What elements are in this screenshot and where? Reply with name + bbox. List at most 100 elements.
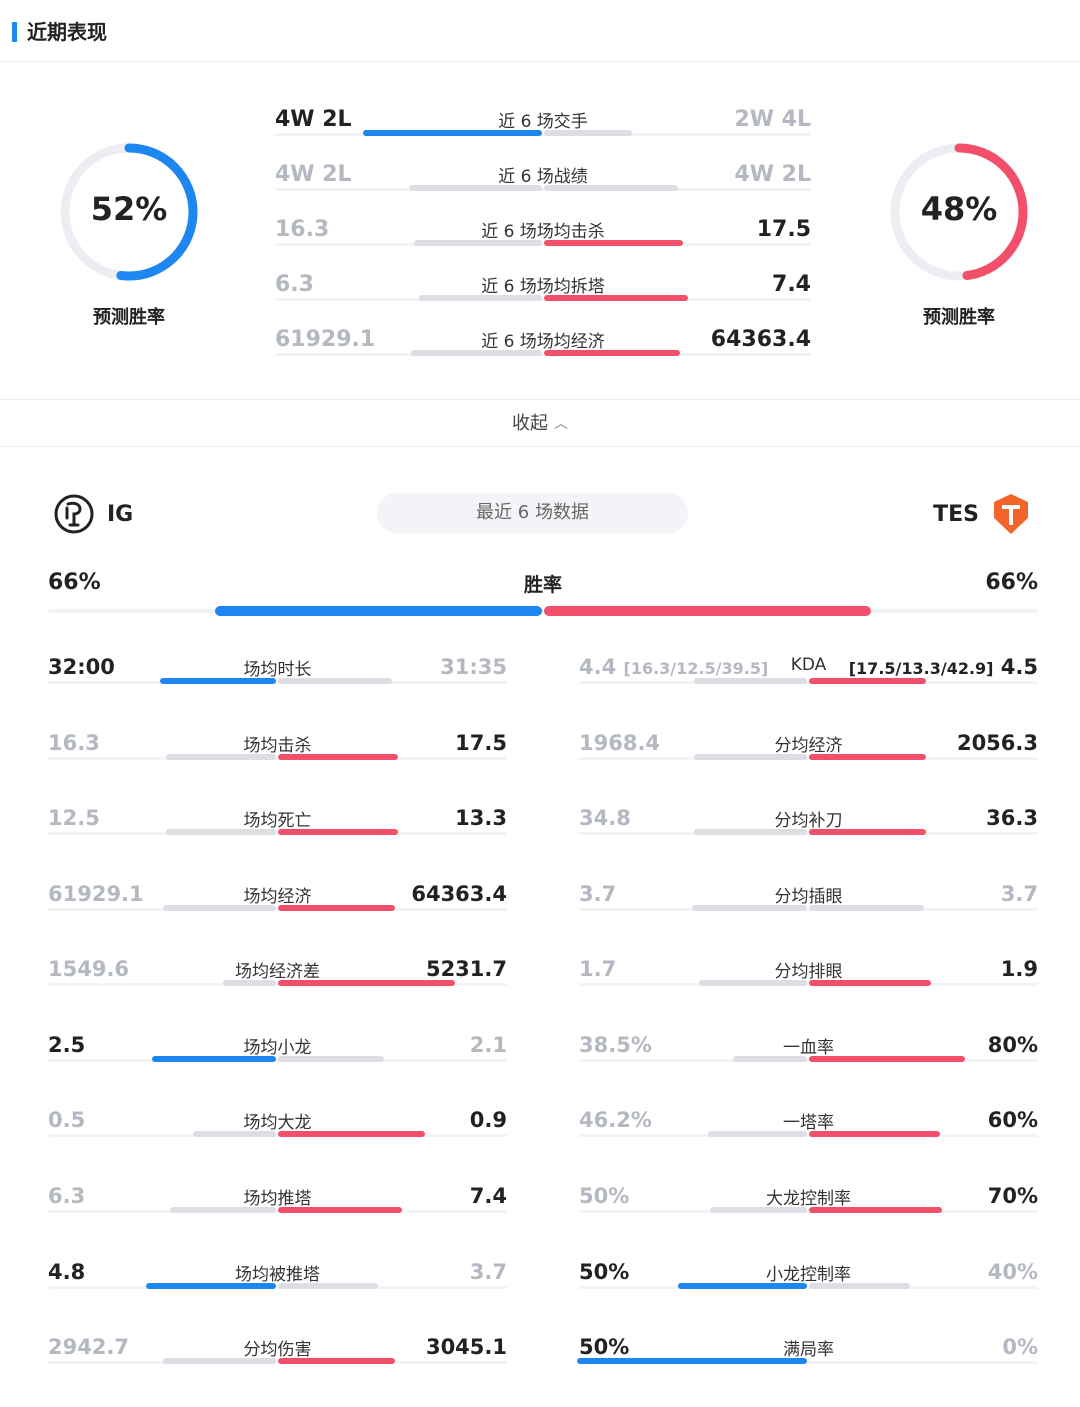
stat-left-value: 1549.6	[48, 957, 130, 981]
stat-track	[579, 681, 1038, 684]
stat-label: 分均排眼	[774, 962, 843, 982]
stat-right-value: [17.5/13.3/42.9] 4.5	[849, 655, 1038, 679]
stat-track	[579, 1134, 1038, 1137]
recent-left-value: 61929.1	[275, 327, 376, 352]
stat-bar-left	[678, 1283, 807, 1289]
stat-right-value: 3045.1	[425, 1335, 507, 1359]
stat-bar-right	[278, 1056, 384, 1062]
recent-track	[275, 133, 811, 136]
prediction-ring-right: 48%	[887, 140, 1031, 284]
stat-label: 小龙控制率	[766, 1265, 851, 1285]
stat-row: 6.3 场均推塔 7.4	[48, 1184, 507, 1234]
stat-row: 38.5% 一血率 80%	[579, 1033, 1038, 1083]
stat-row: 1.7 分均排眼 1.9	[579, 957, 1038, 1007]
recent-row: 6.3 近 6 场场均拆塔 7.4	[275, 272, 811, 322]
stat-row: 61929.1 场均经济 64363.4	[48, 882, 507, 932]
stat-bar-left	[692, 905, 807, 911]
stat-bar-left	[577, 1358, 807, 1364]
stat-row: 50% 大龙控制率 70%	[579, 1184, 1038, 1234]
stat-left-value: 16.3	[48, 731, 100, 755]
recent-row: 61929.1 近 6 场场均经济 64363.4	[275, 327, 811, 377]
recent-left-value: 4W 2L	[275, 162, 352, 187]
stat-row: 50% 小龙控制率 40%	[579, 1260, 1038, 1310]
tes-logo-icon	[994, 494, 1028, 534]
stat-label: 场均时长	[243, 660, 312, 680]
stat-track	[48, 983, 507, 986]
stat-track	[579, 832, 1038, 835]
stat-label: 一塔率	[783, 1113, 834, 1133]
stat-row: 3.7 分均插眼 3.7	[579, 882, 1038, 932]
stat-bar-left	[163, 1358, 276, 1364]
stat-track	[48, 1210, 507, 1213]
recent-right-value: 4W 2L	[734, 162, 811, 187]
stat-right-value: 36.3	[986, 806, 1038, 830]
stat-bar-left	[151, 1056, 276, 1062]
recent-row: 4W 2L 近 6 场交手 2W 4L	[275, 107, 811, 157]
stat-left-value: 0.5	[48, 1108, 86, 1132]
recent-track	[275, 243, 811, 246]
stat-right-value: 2056.3	[956, 731, 1038, 755]
recent-left-value: 4W 2L	[275, 107, 352, 132]
stat-row: 2.5 场均小龙 2.1	[48, 1033, 507, 1083]
stat-bar-left	[710, 1207, 807, 1213]
stat-left-value: 12.5	[48, 806, 100, 830]
stat-track	[48, 1134, 507, 1137]
recent-label: 近 6 场交手	[498, 112, 588, 132]
stat-bar-left	[708, 1131, 807, 1137]
stat-label: 场均死亡	[243, 811, 312, 831]
section-accent	[12, 22, 17, 42]
stat-label: 场均经济差	[235, 962, 320, 982]
recent-bar-right	[544, 185, 678, 191]
stat-bar-right	[809, 980, 931, 986]
stat-label: 场均经济	[243, 887, 312, 907]
stat-track	[579, 1286, 1038, 1289]
stat-left-value: 4.8	[48, 1260, 86, 1284]
stat-bar-left	[193, 1131, 276, 1137]
stat-bar-right	[809, 754, 927, 760]
stat-right-value: 17.5	[455, 731, 507, 755]
stat-right-value: 31:35	[440, 655, 507, 679]
stat-left-value: 61929.1	[48, 882, 144, 906]
stat-right-value: 40%	[987, 1260, 1038, 1284]
stat-track	[48, 1286, 507, 1289]
winrate-track	[48, 609, 1038, 613]
stat-label: KDA	[790, 655, 827, 675]
recent-row: 16.3 近 6 场场均击杀 17.5	[275, 217, 811, 267]
prediction-label-left: 预测胜率	[93, 307, 165, 328]
stat-bar-right	[809, 1056, 966, 1062]
stat-right-value: 64363.4	[411, 882, 507, 906]
stat-right-value: 13.3	[455, 806, 507, 830]
recent-track	[275, 353, 811, 356]
stat-left-value: 46.2%	[579, 1108, 652, 1132]
recent-bar-left	[411, 350, 542, 356]
section-header: 近期表现	[0, 0, 1080, 62]
team-name-right: TES	[933, 502, 979, 527]
stat-left-value: 3.7	[579, 882, 617, 906]
stat-bar-left	[733, 1056, 807, 1062]
recent-bar-left	[363, 130, 542, 136]
stat-row: 12.5 场均死亡 13.3	[48, 806, 507, 856]
recent-data-pill[interactable]: 最近 6 场数据	[377, 493, 688, 533]
recent-label: 近 6 场场均经济	[481, 332, 605, 352]
collapse-button[interactable]: 收起 ︿	[0, 399, 1080, 447]
stat-bar-left	[698, 980, 807, 986]
recent-label: 近 6 场场均击杀	[481, 222, 605, 242]
stat-bar-right	[809, 905, 924, 911]
stat-bar-left	[694, 678, 807, 684]
stat-right-main: 4.5	[1000, 655, 1038, 679]
stat-bar-left	[160, 678, 276, 684]
winrate-row: 66% 胜率 66%	[48, 570, 1038, 620]
recent-bar-left	[419, 295, 542, 301]
stat-label: 场均小龙	[243, 1038, 312, 1058]
stat-left-value: 6.3	[48, 1184, 86, 1208]
stat-label: 满局率	[783, 1340, 834, 1360]
stat-right-value: 1.9	[1000, 957, 1038, 981]
winrate-left: 66%	[48, 570, 101, 595]
stat-right-value: 60%	[987, 1108, 1038, 1132]
recent-right-value: 2W 4L	[734, 107, 811, 132]
stat-row: 2942.7 分均伤害 3045.1	[48, 1335, 507, 1385]
stat-bar-left	[165, 829, 276, 835]
stat-left-value: 2.5	[48, 1033, 86, 1057]
stat-label: 场均被推塔	[235, 1265, 320, 1285]
stat-row: 1549.6 场均经济差 5231.7	[48, 957, 507, 1007]
